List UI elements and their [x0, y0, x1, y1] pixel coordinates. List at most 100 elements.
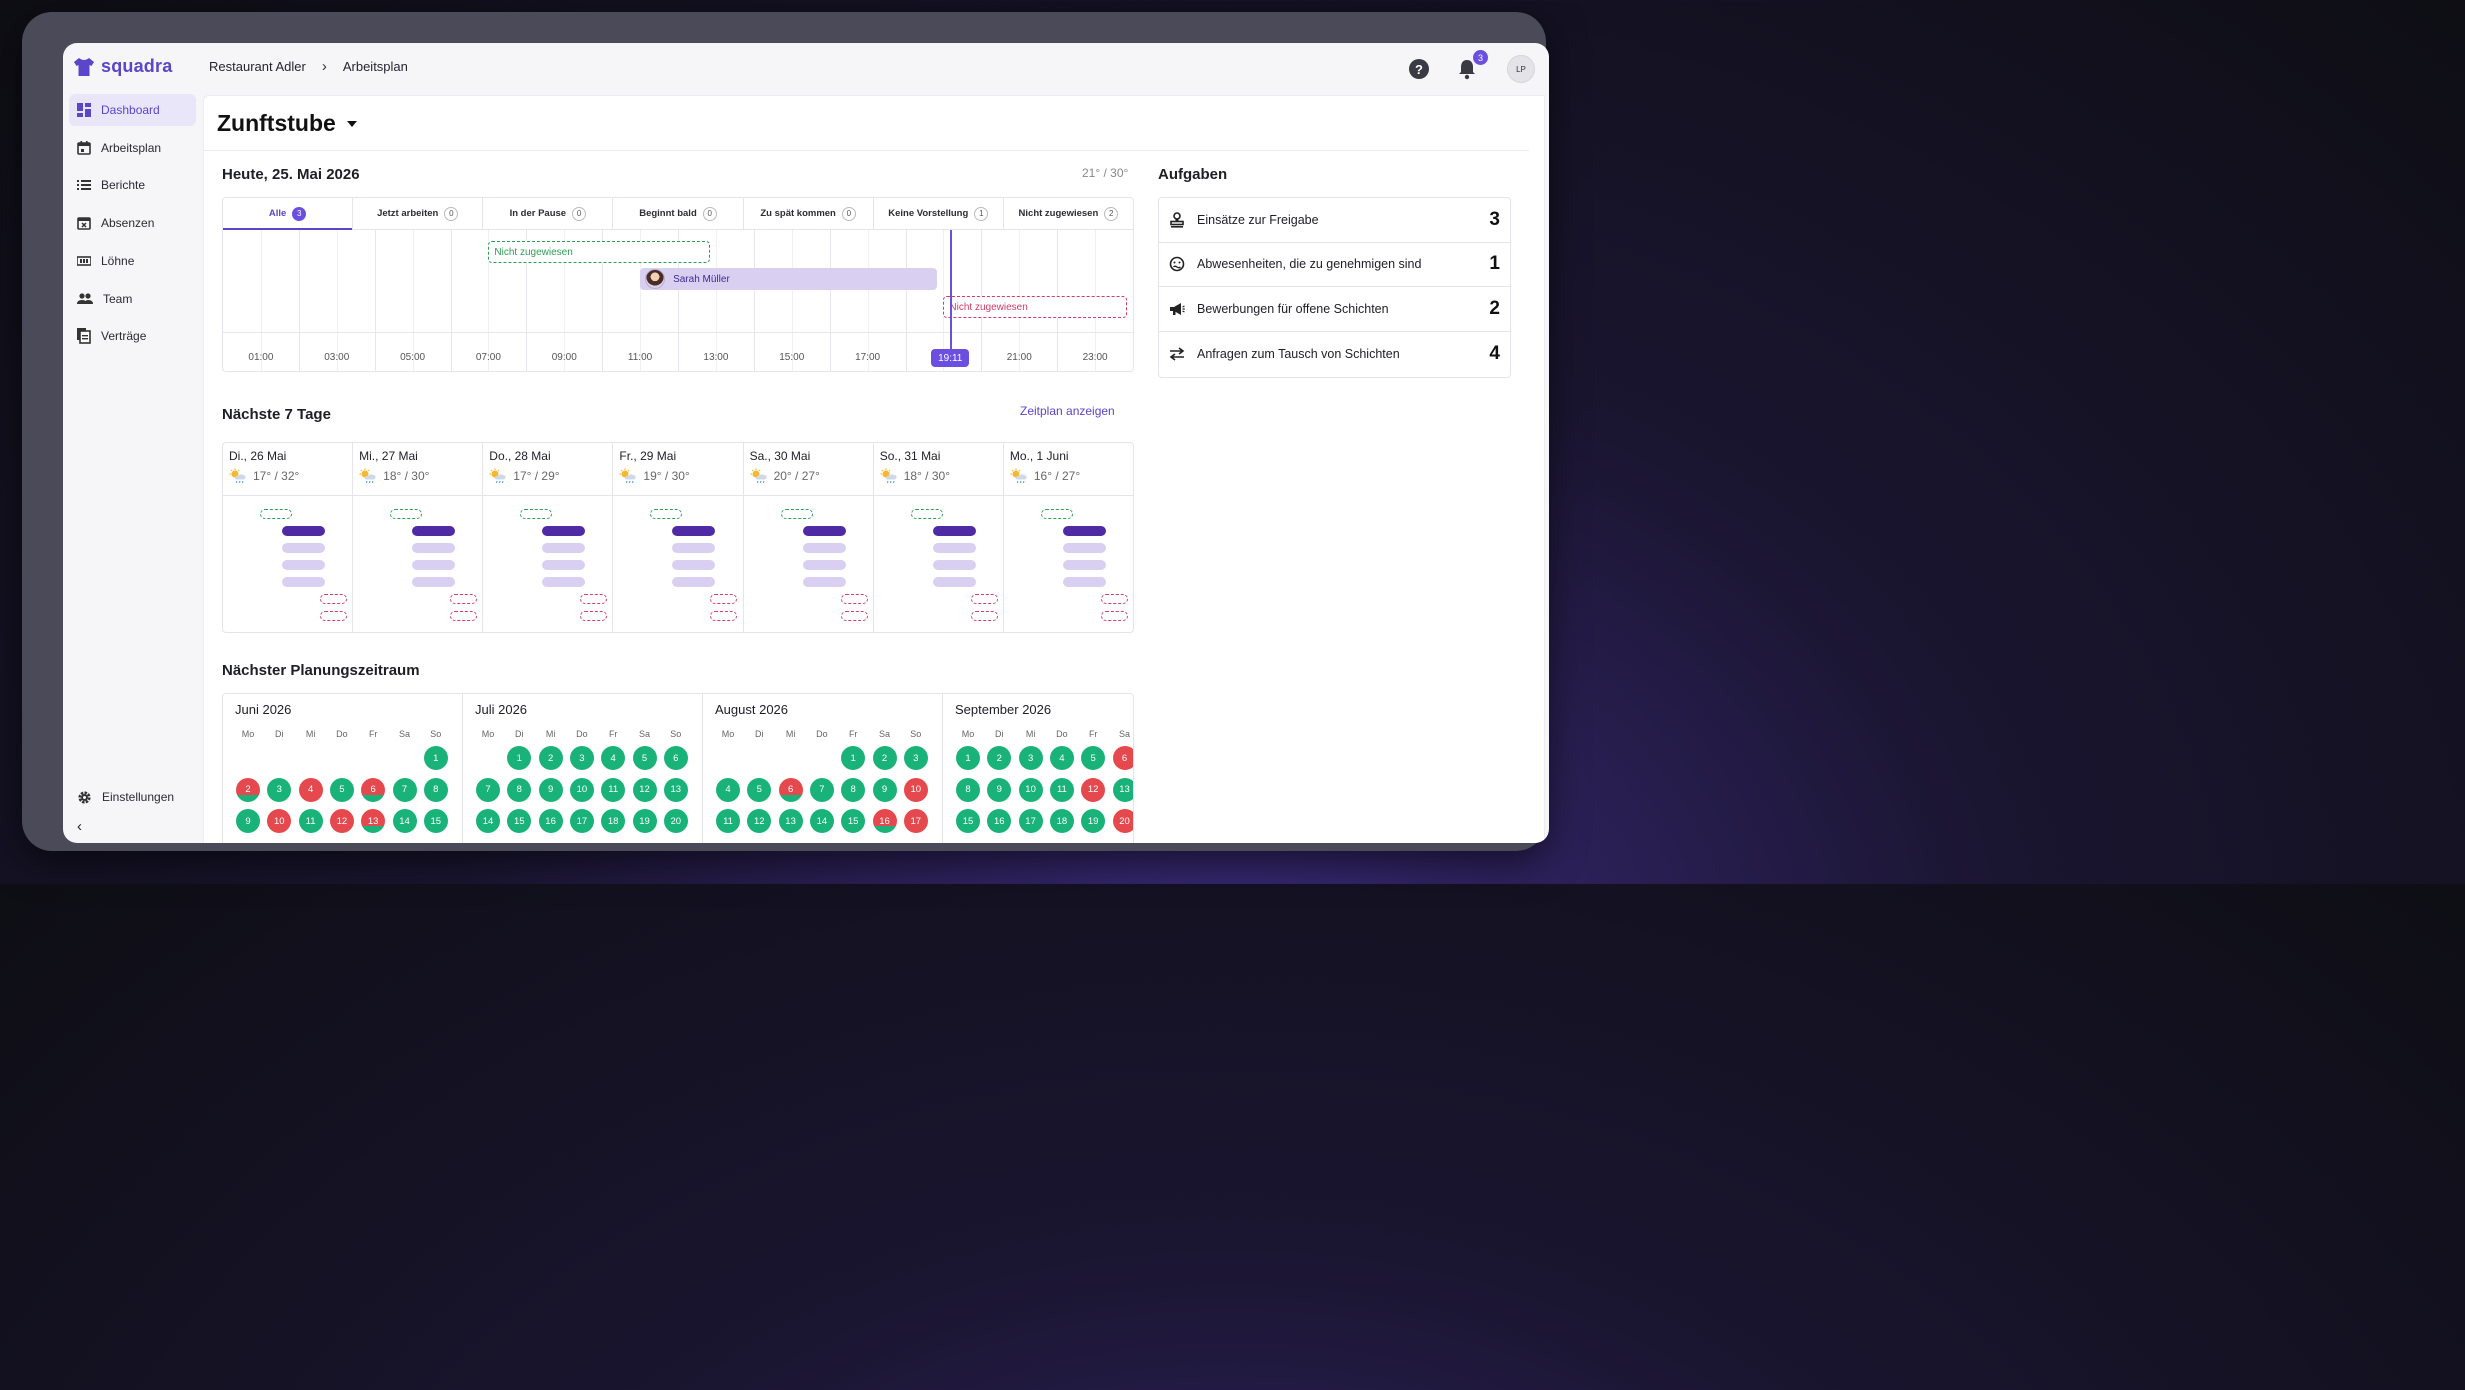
calendar-day[interactable]: 5	[747, 777, 772, 802]
tab-jetzt-arbeiten[interactable]: Jetzt arbeiten 0	[353, 198, 484, 229]
shift-bar[interactable]: Sarah Müller	[640, 268, 938, 290]
tab-beginnt-bald[interactable]: Beginnt bald 0	[613, 198, 744, 229]
day-column[interactable]: So., 31 Mai 18° / 30°	[873, 443, 1004, 632]
calendar-day[interactable]: 4	[601, 746, 626, 770]
calendar-day[interactable]: 5	[1081, 746, 1106, 770]
calendar-day[interactable]: 9	[872, 777, 897, 802]
calendar-day[interactable]: 13	[361, 809, 386, 833]
calendar-day[interactable]: 3	[903, 746, 928, 770]
calendar-day[interactable]: 16	[987, 809, 1012, 833]
day-column[interactable]: Mi., 27 Mai 18° / 30°	[353, 443, 484, 632]
calendar-day[interactable]: 14	[809, 809, 834, 833]
sidebar-item-team[interactable]: Team	[69, 283, 196, 315]
day-column[interactable]: Do., 28 Mai 17° / 29°	[483, 443, 614, 632]
calendar-day[interactable]: 18	[1049, 809, 1074, 833]
calendar-day[interactable]: 2	[236, 777, 260, 802]
calendar-day[interactable]: 5	[329, 777, 354, 802]
sidebar-item-dashboard[interactable]: Dashboard	[69, 94, 196, 126]
sidebar-item-berichte[interactable]: Berichte	[69, 169, 196, 201]
tab-alle[interactable]: Alle 3	[223, 198, 354, 230]
calendar-day[interactable]: 13	[1112, 777, 1133, 802]
calendar-day[interactable]: 11	[1049, 777, 1074, 802]
calendar-day[interactable]: 3	[267, 777, 292, 802]
calendar-day[interactable]: 20	[1112, 809, 1133, 833]
calendar-day[interactable]: 12	[1081, 777, 1106, 802]
calendar-day[interactable]: 12	[747, 809, 772, 833]
calendar-day[interactable]: 7	[392, 777, 417, 802]
calendar-day[interactable]: 8	[841, 777, 866, 802]
calendar-day[interactable]: 1	[507, 746, 532, 770]
help-icon[interactable]: ?	[1409, 59, 1429, 79]
calendar-day[interactable]: 14	[476, 809, 500, 833]
calendar-day[interactable]: 13	[663, 777, 688, 802]
calendar-day[interactable]: 3	[569, 746, 594, 770]
calendar-day[interactable]: 15	[507, 809, 532, 833]
calendar-day[interactable]: 15	[841, 809, 866, 833]
day-column[interactable]: Fr., 29 Mai 19° / 30°	[613, 443, 744, 632]
calendar-day[interactable]: 3	[1018, 746, 1043, 770]
day-column[interactable]: Di., 26 Mai 17° / 32°	[223, 443, 354, 632]
calendar-day[interactable]: 11	[716, 809, 740, 833]
calendar-day[interactable]: 11	[298, 809, 323, 833]
calendar-day[interactable]: 7	[476, 777, 500, 802]
calendar-day[interactable]: 14	[392, 809, 417, 833]
task-einsaetze-freigabe[interactable]: Einsätze zur Freigabe 3	[1159, 198, 1510, 243]
sidebar-item-arbeitsplan[interactable]: Arbeitsplan	[69, 132, 196, 164]
calendar-day[interactable]: 8	[507, 777, 532, 802]
app-logo[interactable]: squadra	[73, 56, 172, 77]
calendar-day[interactable]: 15	[956, 809, 980, 833]
calendar-day[interactable]: 11	[601, 777, 626, 802]
sidebar-item-vertraege[interactable]: Verträge	[69, 320, 196, 352]
sidebar-item-loehne[interactable]: Löhne	[69, 245, 196, 277]
show-schedule-link[interactable]: Zeitplan anzeigen	[1020, 404, 1115, 418]
calendar-day[interactable]: 1	[423, 746, 448, 770]
calendar-day[interactable]: 20	[663, 809, 688, 833]
calendar-day[interactable]: 4	[1049, 746, 1074, 770]
calendar-day[interactable]: 9	[987, 777, 1012, 802]
calendar-day[interactable]: 12	[632, 777, 657, 802]
calendar-day[interactable]: 5	[632, 746, 657, 770]
calendar-day[interactable]: 10	[569, 777, 594, 802]
calendar-day[interactable]: 16	[538, 809, 563, 833]
calendar-day[interactable]: 10	[267, 809, 292, 833]
task-tausch-anfragen[interactable]: Anfragen zum Tausch von Schichten 4	[1159, 332, 1510, 377]
sidebar-item-settings[interactable]: Einstellungen	[69, 781, 196, 813]
user-avatar[interactable]: LP	[1507, 55, 1535, 83]
calendar-day[interactable]: 8	[956, 777, 980, 802]
breadcrumb-restaurant[interactable]: Restaurant Adler	[209, 59, 306, 74]
tab-in-der-pause[interactable]: In der Pause 0	[483, 198, 614, 229]
calendar-day[interactable]: 17	[903, 809, 928, 833]
collapse-sidebar-icon[interactable]: ‹	[77, 818, 82, 835]
calendar-day[interactable]: 15	[423, 809, 448, 833]
shift-bar[interactable]: Nicht zugewiesen	[943, 296, 1127, 318]
tab-zu-spaet[interactable]: Zu spät kommen 0	[744, 198, 874, 229]
calendar-day[interactable]: 9	[236, 809, 260, 833]
calendar-day[interactable]: 6	[1112, 746, 1133, 770]
calendar-day[interactable]: 2	[872, 746, 897, 770]
calendar-day[interactable]: 4	[298, 777, 323, 802]
calendar-day[interactable]: 1	[956, 746, 980, 770]
calendar-day[interactable]: 16	[872, 809, 897, 833]
calendar-day[interactable]: 6	[361, 777, 386, 802]
sidebar-item-absenzen[interactable]: Absenzen	[69, 207, 196, 239]
calendar-day[interactable]: 4	[716, 777, 740, 802]
tab-nicht-zugewiesen[interactable]: Nicht zugewiesen 2	[1004, 198, 1133, 229]
notifications-button[interactable]: 3	[1457, 50, 1488, 80]
calendar-day[interactable]: 9	[538, 777, 563, 802]
calendar-day[interactable]: 13	[778, 809, 803, 833]
calendar-day[interactable]: 10	[1018, 777, 1043, 802]
calendar-day[interactable]: 6	[663, 746, 688, 770]
calendar-day[interactable]: 6	[778, 777, 803, 802]
calendar-day[interactable]: 12	[329, 809, 354, 833]
calendar-day[interactable]: 19	[632, 809, 657, 833]
day-column[interactable]: Sa., 30 Mai 20° / 27°	[743, 443, 874, 632]
task-abwesenheiten[interactable]: Abwesenheiten, die zu genehmigen sind 1	[1159, 243, 1510, 287]
calendar-day[interactable]: 19	[1081, 809, 1106, 833]
calendar-day[interactable]: 10	[903, 777, 928, 802]
calendar-day[interactable]: 2	[538, 746, 563, 770]
tab-keine-vorstellung[interactable]: Keine Vorstellung 1	[874, 198, 1004, 229]
calendar-day[interactable]: 1	[841, 746, 866, 770]
calendar-day[interactable]: 7	[809, 777, 834, 802]
calendar-day[interactable]: 2	[987, 746, 1012, 770]
task-bewerbungen[interactable]: Bewerbungen für offene Schichten 2	[1159, 287, 1510, 332]
